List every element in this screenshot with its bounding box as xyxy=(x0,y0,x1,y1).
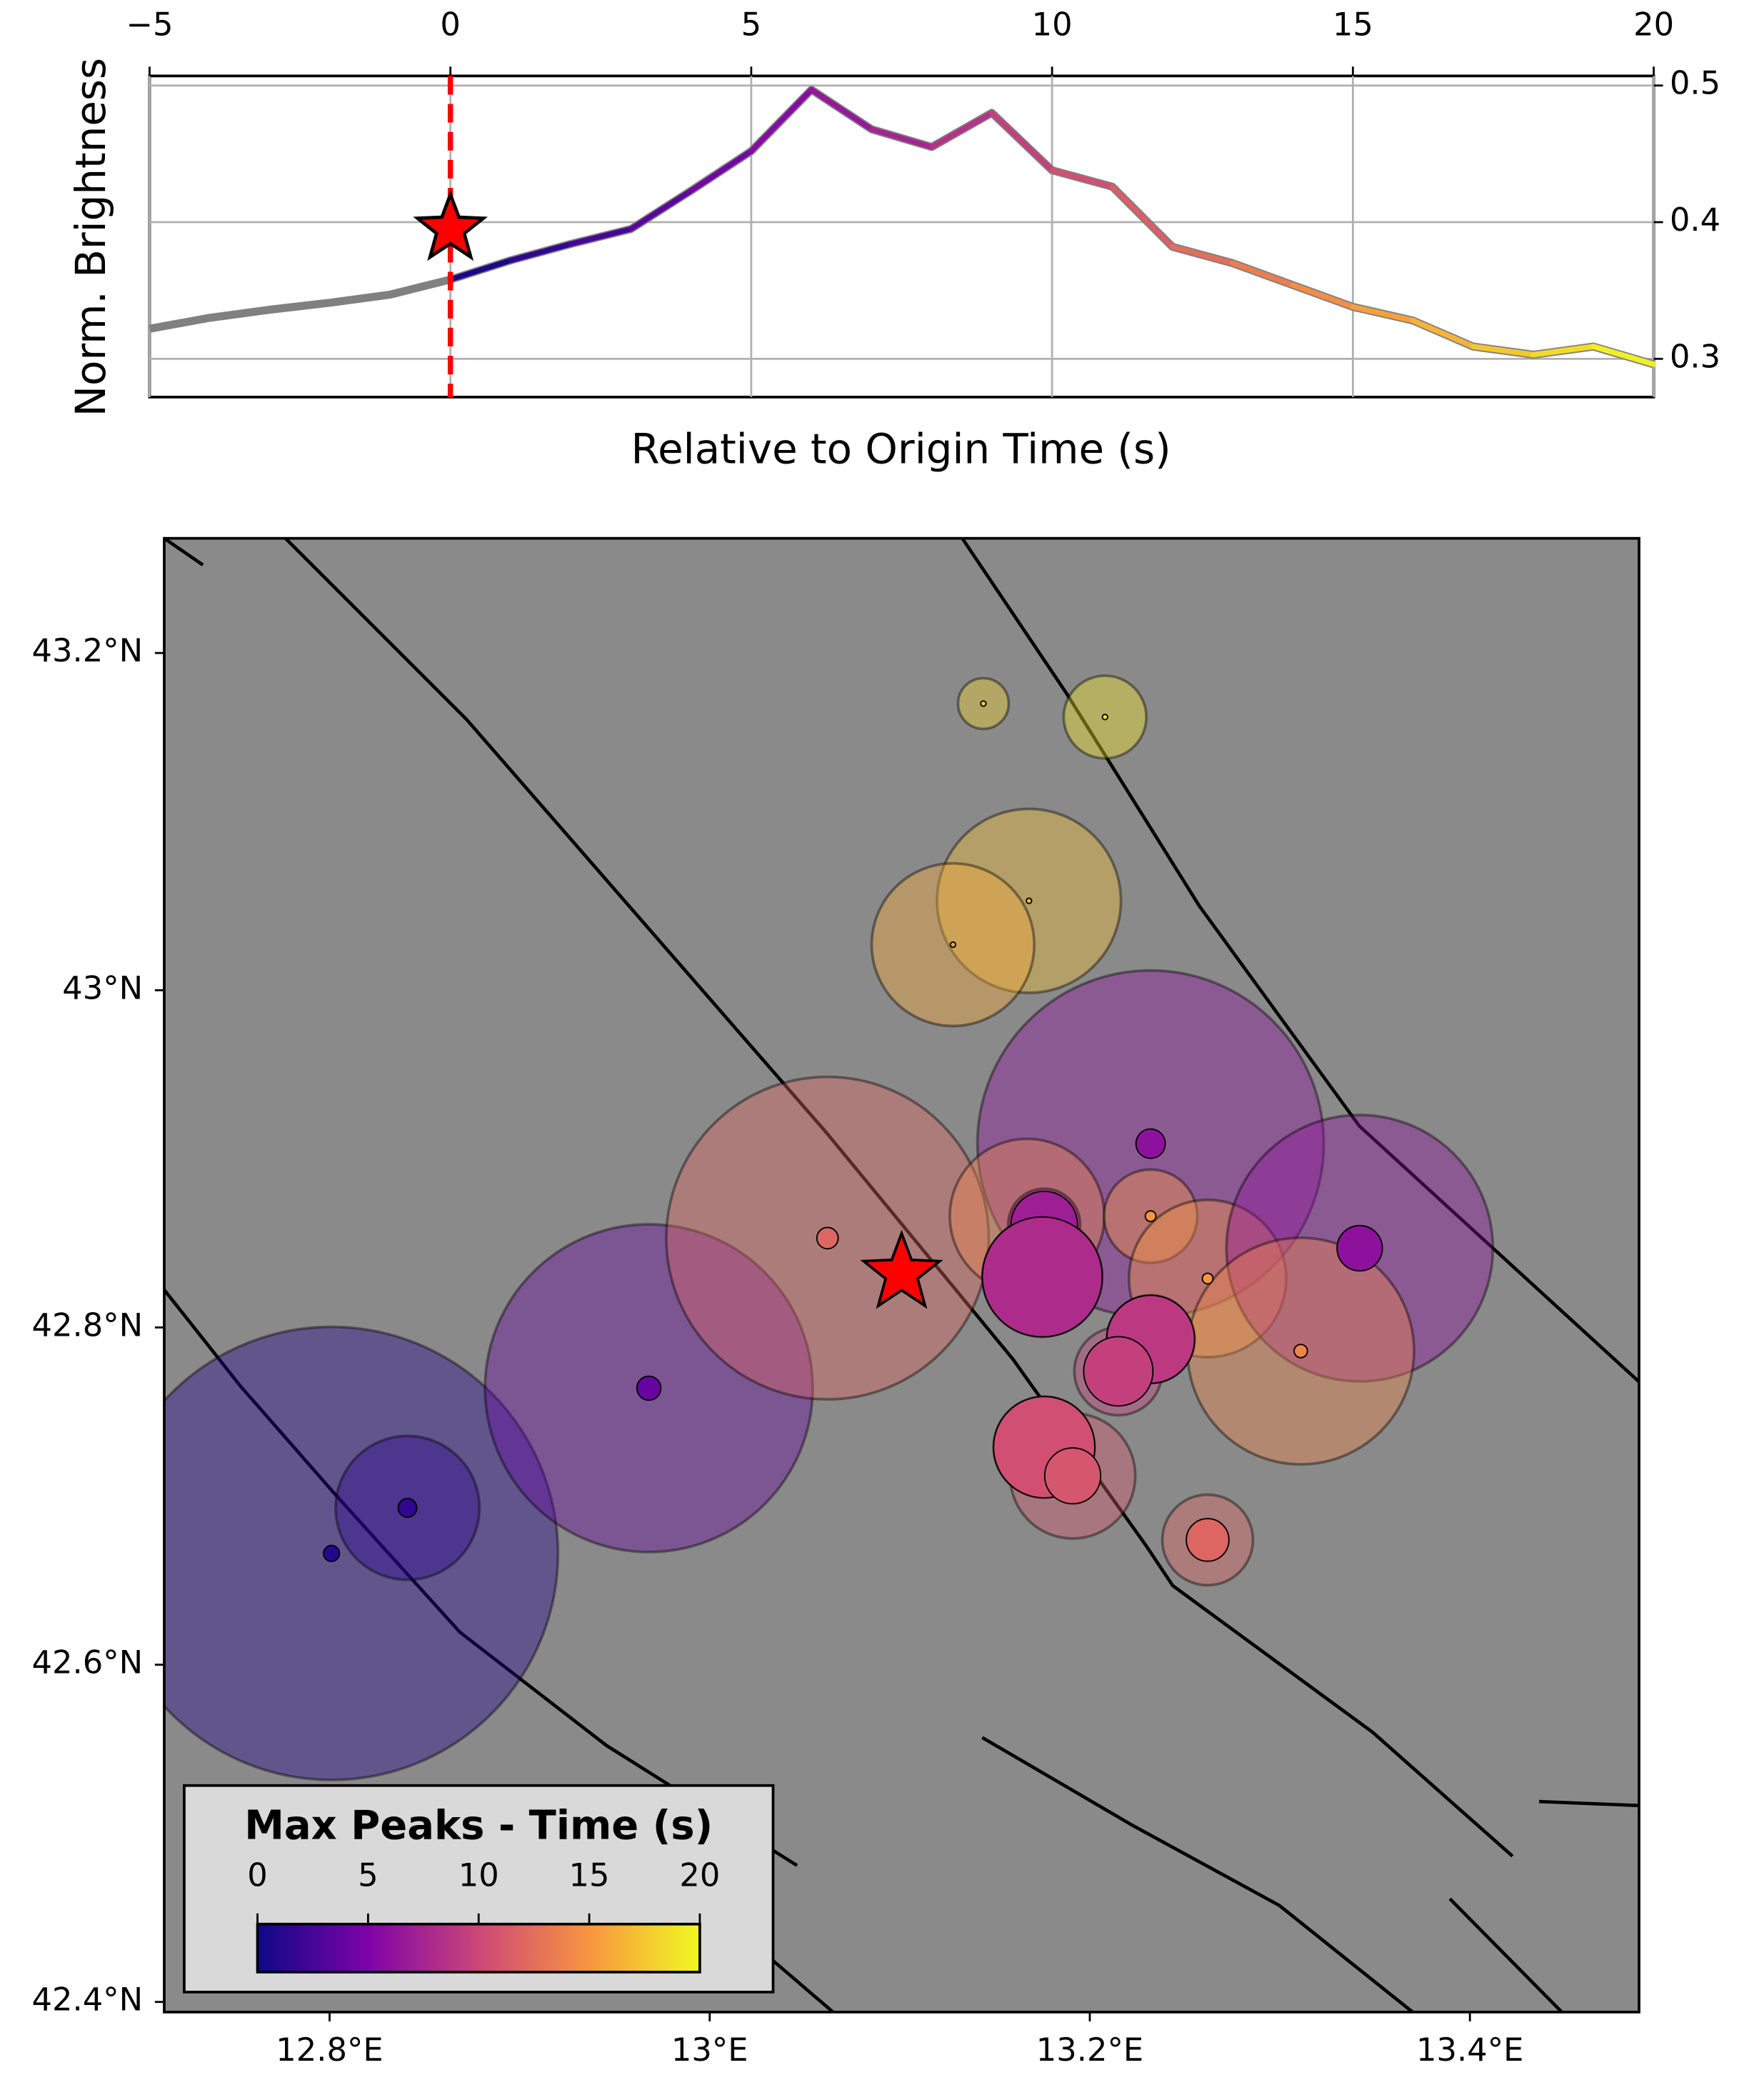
colorbar xyxy=(256,1922,701,1974)
line-color-segment xyxy=(1290,282,1356,310)
line-color-segment xyxy=(568,226,634,247)
x-tick-label: 13°E xyxy=(671,2031,748,2069)
x-axis-label: Relative to Origin Time (s) xyxy=(631,425,1171,474)
event-marker xyxy=(1293,1344,1308,1359)
event-marker xyxy=(1201,1272,1214,1285)
fault xyxy=(961,538,1640,1384)
event-marker xyxy=(1101,714,1108,721)
x-tick-label: 15 xyxy=(1333,5,1373,43)
map-marks xyxy=(164,674,1495,1781)
colorbar-tick-label: 20 xyxy=(679,1856,720,1894)
y-tick-label: 0.5 xyxy=(1670,64,1720,102)
peak-bubble xyxy=(164,1325,560,1781)
line-color-segment xyxy=(1350,304,1416,324)
event-marker xyxy=(636,1375,662,1401)
y-tick-label: 42.8°N xyxy=(32,1306,144,1344)
y-tick-label: 43.2°N xyxy=(32,631,144,669)
line-color-segment xyxy=(928,110,995,150)
fault xyxy=(981,1736,1414,2012)
line-color-segment xyxy=(808,86,875,132)
colorbar-tick-label: 10 xyxy=(458,1856,499,1894)
colorbar-title: Max Peaks - Time (s) xyxy=(244,1803,713,1849)
line-color-segment xyxy=(1530,344,1597,358)
origin-star xyxy=(413,189,488,261)
y-tick-label: 0.4 xyxy=(1670,201,1720,239)
colorbar-tick-label: 5 xyxy=(358,1856,378,1894)
x-tick-label: 5 xyxy=(741,5,761,43)
x-tick-label: 20 xyxy=(1633,5,1674,43)
line-color-segment xyxy=(1109,184,1176,250)
event-marker xyxy=(981,1216,1103,1338)
brightness-line xyxy=(149,85,1655,369)
line-color-segment xyxy=(628,188,694,232)
colorbar-tick-label: 15 xyxy=(569,1856,610,1894)
fault xyxy=(164,1289,798,1867)
fault xyxy=(1539,1799,1640,1808)
event-marker xyxy=(949,941,957,949)
event-marker xyxy=(1043,1447,1102,1505)
x-tick-label: 12.8°E xyxy=(276,2031,383,2069)
line-color-segment xyxy=(508,241,573,264)
event-marker xyxy=(1135,1128,1166,1159)
line-color-segment xyxy=(447,257,513,283)
x-tick-label: −5 xyxy=(126,5,173,43)
line-color-segment xyxy=(748,86,814,154)
y-tick-label: 43°N xyxy=(62,969,143,1006)
event-marker xyxy=(1186,1518,1230,1562)
fault xyxy=(1448,1897,1563,2012)
event-marker xyxy=(1336,1224,1383,1272)
y-tick-label: 0.3 xyxy=(1670,337,1720,375)
x-tick-label: 0 xyxy=(440,5,460,43)
line-color-segment xyxy=(1470,344,1536,358)
line-color-segment xyxy=(868,126,935,150)
line-color-segment xyxy=(1410,318,1476,349)
y-tick-label: 42.4°N xyxy=(32,1981,144,2019)
y-tick-label: 42.6°N xyxy=(32,1644,144,1681)
x-tick-label: 13.4°E xyxy=(1416,2031,1523,2069)
colorbar-legend: Max Peaks - Time (s) 0 5 10 15 20 xyxy=(183,1784,775,1994)
event-marker xyxy=(1144,1210,1157,1223)
event-marker xyxy=(816,1226,839,1250)
line-color-segment xyxy=(1230,260,1296,288)
fault xyxy=(164,538,204,566)
event-marker xyxy=(1083,1336,1154,1407)
line-plot-frame xyxy=(148,74,1655,399)
line-color-segment xyxy=(1169,244,1236,266)
y-axis-label: Norm. Brightness xyxy=(66,58,115,416)
event-marker xyxy=(323,1544,341,1562)
event-marker xyxy=(980,700,987,707)
line-color-segment xyxy=(1049,167,1116,190)
x-tick-label: 10 xyxy=(1032,5,1073,43)
event-marker xyxy=(1026,897,1033,904)
line-color-segment xyxy=(688,148,754,194)
event-marker xyxy=(397,1498,418,1519)
line-color-segment xyxy=(1590,344,1657,367)
epicenter-star xyxy=(860,1229,943,1309)
colorbar-tick-label: 0 xyxy=(247,1856,267,1894)
x-tick-label: 13.2°E xyxy=(1036,2031,1143,2069)
map-frame xyxy=(163,536,1640,2014)
line-color-segment xyxy=(989,110,1055,174)
